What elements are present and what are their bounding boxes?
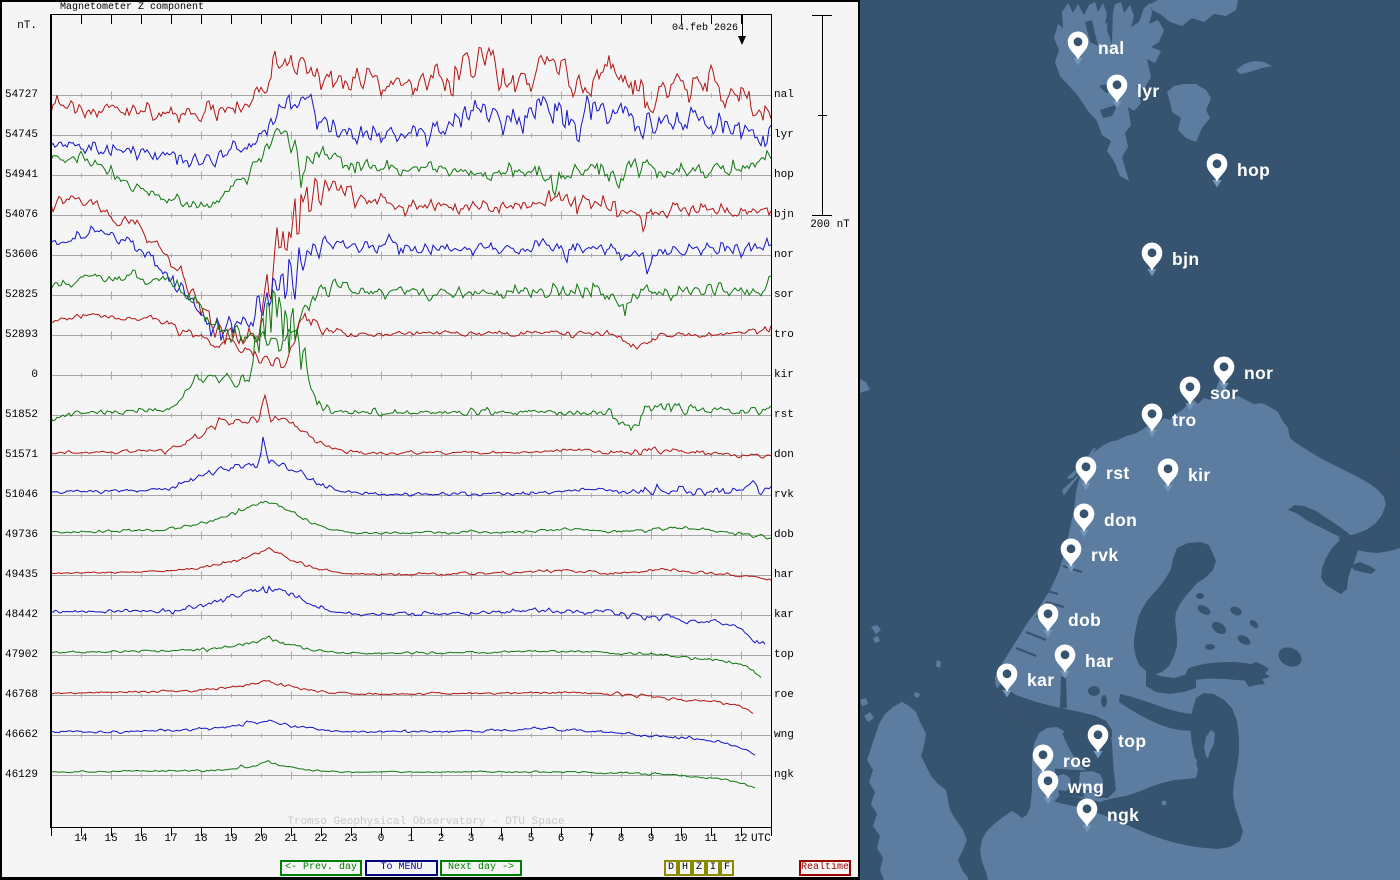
- svg-text:ngk: ngk: [1107, 805, 1139, 825]
- svg-text:rst: rst: [1106, 463, 1130, 483]
- svg-text:sor: sor: [1210, 383, 1238, 403]
- svg-text:lyr: lyr: [1137, 81, 1160, 101]
- svg-text:wng: wng: [1067, 777, 1104, 797]
- svg-text:kir: kir: [1188, 465, 1211, 485]
- svg-text:dob: dob: [1068, 610, 1101, 630]
- svg-text:hop: hop: [1237, 160, 1270, 180]
- svg-text:kar: kar: [1027, 670, 1054, 690]
- svg-text:tro: tro: [1172, 410, 1197, 430]
- svg-text:bjn: bjn: [1172, 249, 1199, 269]
- svg-text:rvk: rvk: [1091, 545, 1118, 565]
- svg-text:don: don: [1104, 510, 1137, 530]
- svg-text:har: har: [1085, 651, 1113, 671]
- svg-text:nor: nor: [1244, 363, 1273, 383]
- svg-text:top: top: [1118, 731, 1146, 751]
- svg-text:nal: nal: [1098, 38, 1125, 58]
- svg-text:roe: roe: [1063, 751, 1091, 771]
